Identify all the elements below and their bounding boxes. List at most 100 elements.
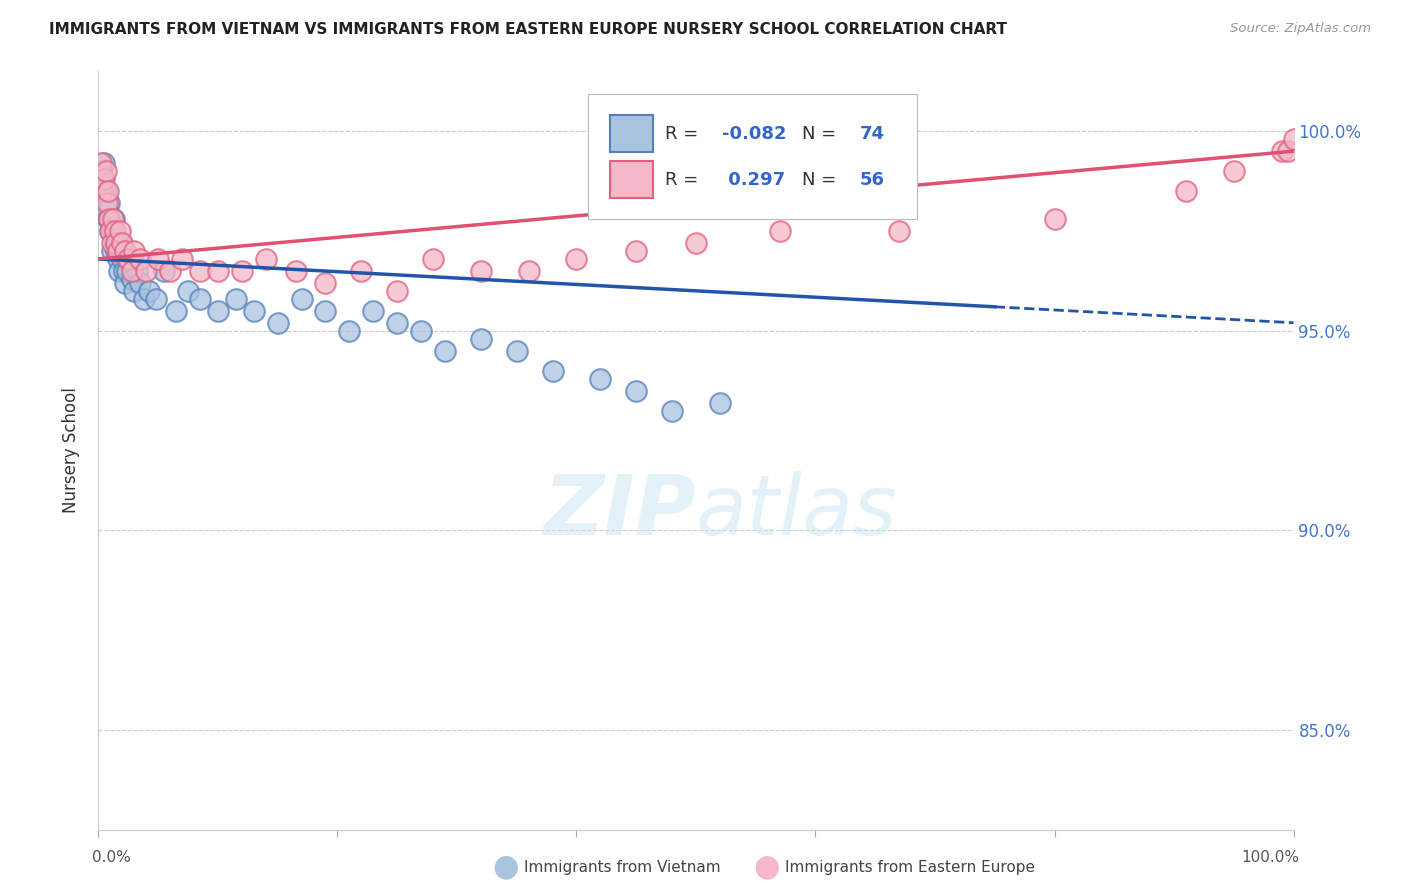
Point — [108, 244, 131, 258]
Point — [118, 252, 141, 266]
Point — [115, 264, 138, 278]
Point — [153, 264, 176, 278]
Point — [434, 343, 457, 358]
Point — [470, 332, 492, 346]
Point — [104, 235, 127, 250]
Point — [284, 264, 307, 278]
Point — [589, 371, 612, 385]
Text: R =: R = — [665, 125, 704, 144]
Point — [138, 284, 160, 298]
Point — [94, 164, 117, 178]
Point — [889, 224, 911, 238]
FancyBboxPatch shape — [589, 95, 917, 219]
Point — [1271, 144, 1294, 158]
Point — [100, 235, 122, 250]
Point — [124, 284, 146, 298]
Point — [177, 284, 200, 298]
Point — [291, 292, 314, 306]
Point — [124, 244, 146, 258]
Point — [90, 156, 112, 170]
Text: 0.0%: 0.0% — [93, 849, 131, 864]
Point — [135, 264, 157, 278]
Text: ZIP: ZIP — [543, 471, 696, 551]
Point — [231, 264, 253, 278]
Point — [117, 252, 139, 266]
Text: N =: N = — [803, 170, 842, 189]
Text: atlas: atlas — [696, 471, 897, 551]
Point — [111, 235, 134, 250]
Y-axis label: Nursery School: Nursery School — [62, 387, 80, 514]
Point — [132, 292, 155, 306]
Point — [225, 292, 247, 306]
Point — [1175, 184, 1198, 198]
Point — [1043, 212, 1066, 227]
FancyBboxPatch shape — [610, 161, 652, 198]
Point — [315, 276, 337, 290]
Point — [93, 156, 115, 170]
Point — [105, 244, 128, 258]
Point — [159, 264, 181, 278]
Point — [91, 172, 114, 186]
Point — [110, 235, 132, 250]
Point — [96, 196, 118, 211]
Point — [661, 403, 683, 417]
Point — [97, 212, 120, 227]
Point — [104, 224, 127, 238]
Point — [385, 316, 409, 330]
Point — [517, 264, 540, 278]
Point — [94, 184, 117, 198]
Text: ●: ● — [494, 853, 519, 881]
Point — [165, 303, 187, 318]
Point — [1277, 144, 1299, 158]
Point — [129, 252, 152, 266]
Text: 100.0%: 100.0% — [1241, 849, 1299, 864]
Point — [114, 276, 136, 290]
Point — [98, 224, 122, 238]
Point — [101, 212, 124, 227]
Point — [709, 395, 731, 409]
Point — [105, 235, 128, 250]
Text: ●: ● — [754, 853, 779, 881]
Text: 56: 56 — [859, 170, 884, 189]
Point — [339, 324, 361, 338]
Point — [103, 212, 125, 227]
Point — [541, 364, 564, 378]
Point — [121, 264, 143, 278]
Text: Immigrants from Eastern Europe: Immigrants from Eastern Europe — [785, 860, 1035, 874]
Text: 0.297: 0.297 — [723, 170, 786, 189]
Point — [111, 252, 134, 266]
Point — [98, 212, 121, 227]
Point — [114, 244, 136, 258]
Point — [101, 224, 124, 238]
Point — [243, 303, 266, 318]
Point — [97, 184, 120, 198]
Point — [267, 316, 290, 330]
Point — [385, 284, 409, 298]
Point — [112, 264, 135, 278]
Text: -0.082: -0.082 — [723, 125, 787, 144]
Point — [188, 264, 211, 278]
Point — [254, 252, 277, 266]
Point — [350, 264, 373, 278]
Point — [626, 244, 648, 258]
FancyBboxPatch shape — [610, 115, 652, 153]
Point — [129, 276, 152, 290]
Point — [90, 164, 112, 178]
Point — [422, 252, 444, 266]
Point — [207, 264, 229, 278]
Point — [91, 184, 114, 198]
Text: Immigrants from Vietnam: Immigrants from Vietnam — [524, 860, 721, 874]
Point — [207, 303, 229, 318]
Point — [411, 324, 433, 338]
Point — [1282, 132, 1305, 146]
Text: IMMIGRANTS FROM VIETNAM VS IMMIGRANTS FROM EASTERN EUROPE NURSERY SCHOOL CORRELA: IMMIGRANTS FROM VIETNAM VS IMMIGRANTS FR… — [49, 22, 1007, 37]
Point — [107, 244, 129, 258]
Point — [626, 384, 648, 398]
Point — [506, 343, 529, 358]
Point — [121, 272, 143, 286]
Text: N =: N = — [803, 125, 842, 144]
Point — [98, 224, 122, 238]
Point — [172, 252, 194, 266]
Point — [315, 303, 337, 318]
Point — [363, 303, 385, 318]
